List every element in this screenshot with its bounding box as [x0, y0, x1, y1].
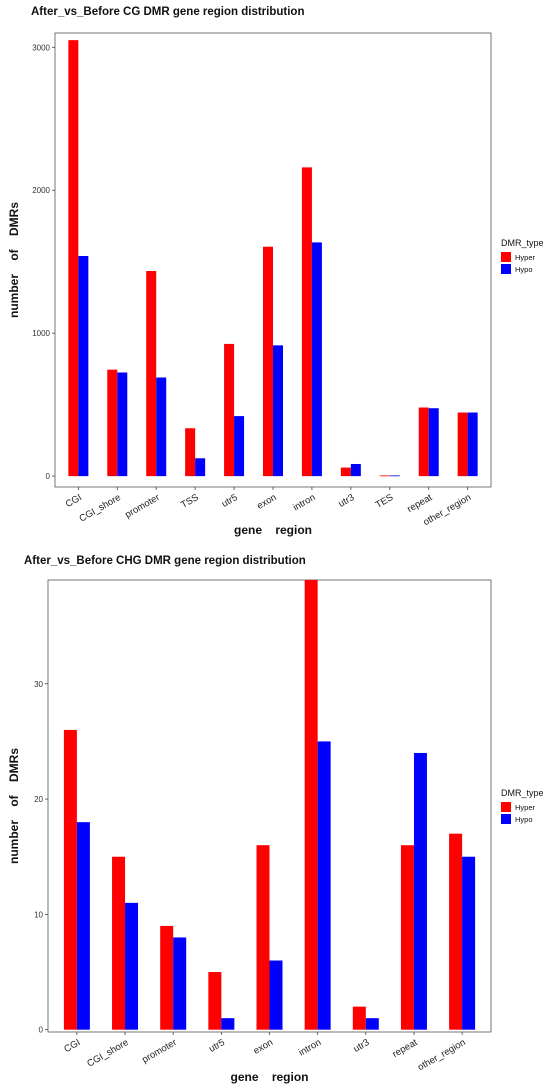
legend-swatch-hypo — [501, 814, 511, 824]
x-tick-label: CGI — [64, 492, 84, 510]
bar-hyper-cgi — [63, 729, 77, 1030]
bar-hyper-utr5 — [224, 343, 235, 477]
x-tick-label: utr3 — [352, 1037, 372, 1055]
x-tick-label: promoter — [123, 492, 161, 521]
bar-hypo-intron — [311, 242, 322, 477]
legend-label-hyper: Hyper — [515, 803, 536, 812]
y-tick-label: 20 — [34, 795, 43, 804]
legend-label-hypo: Hypo — [515, 815, 533, 824]
bar-hypo-intron — [317, 741, 331, 1030]
bar-hyper-exon — [263, 246, 273, 477]
bar-hypo-tss — [195, 458, 206, 477]
x-tick-label: repeat — [405, 492, 434, 515]
x-tick-label: CGI — [62, 1037, 82, 1055]
chg-dmr-bar-chart: After_vs_Before CHG DMR gene region dist… — [7, 555, 544, 1084]
bar-hypo-exon — [269, 960, 283, 1030]
x-tick-label: utr3 — [337, 492, 357, 510]
legend-swatch-hypo — [501, 264, 511, 274]
x-tick-label: promoter — [140, 1037, 178, 1066]
bar-hyper-other_region — [449, 833, 463, 1030]
x-tick-label: CGI_shore — [85, 1037, 130, 1069]
bar-hypo-utr3 — [365, 1018, 379, 1030]
x-tick-label: exon — [255, 492, 278, 512]
chg-chart-panel: After_vs_Before CHG DMR gene region dist… — [0, 546, 550, 1092]
x-tick-label: utr5 — [220, 492, 240, 510]
bar-hyper-repeat — [418, 407, 429, 477]
bar-hypo-cgi_shore — [125, 902, 139, 1030]
bar-hyper-tss — [185, 428, 196, 477]
bar-hyper-utr3 — [352, 1006, 366, 1030]
x-tick-label: TES — [374, 492, 396, 511]
y-axis-label: number of DMRs — [7, 748, 21, 864]
bar-hypo-utr3 — [350, 463, 361, 477]
bar-hypo-exon — [273, 345, 283, 477]
x-tick-label: TSS — [179, 492, 201, 511]
x-axis-label: gene region — [234, 523, 312, 537]
bar-hypo-cgi — [78, 255, 89, 477]
bar-hypo-promoter — [173, 937, 187, 1030]
x-tick-label: CGI_shore — [78, 492, 123, 524]
bar-hyper-promoter — [160, 925, 174, 1030]
bar-hypo-utr5 — [221, 1018, 235, 1030]
chart-title: After_vs_Before CG DMR gene region distr… — [31, 6, 304, 18]
cg-chart-panel: After_vs_Before CG DMR gene region distr… — [0, 0, 550, 545]
bar-hyper-promoter — [146, 271, 157, 477]
legend-label-hypo: Hypo — [515, 265, 533, 274]
bar-hypo-tes — [389, 475, 400, 477]
bar-hypo-other_region — [462, 856, 476, 1030]
y-tick-label: 0 — [39, 1026, 44, 1035]
x-tick-label: intron — [291, 492, 317, 513]
cg-dmr-bar-chart: After_vs_Before CG DMR gene region distr… — [7, 6, 544, 537]
legend-swatch-hyper — [501, 252, 511, 262]
y-tick-label: 2000 — [32, 186, 50, 195]
y-tick-label: 1000 — [32, 329, 50, 338]
bar-hypo-repeat — [428, 408, 439, 477]
bar-hypo-promoter — [156, 377, 167, 477]
bar-hyper-other_region — [457, 412, 468, 477]
bar-hyper-intron — [304, 580, 318, 1030]
legend-title: DMR_type — [501, 238, 544, 248]
bar-hyper-cgi_shore — [112, 856, 126, 1030]
chart-title: After_vs_Before CHG DMR gene region dist… — [24, 555, 306, 567]
bar-hyper-cgi — [68, 40, 79, 477]
y-axis-label: number of DMRs — [7, 202, 21, 318]
bar-hyper-intron — [301, 167, 312, 477]
x-tick-label: exon — [252, 1037, 275, 1057]
y-tick-label: 10 — [34, 910, 43, 919]
bar-hyper-repeat — [400, 845, 414, 1030]
bar-hypo-utr5 — [234, 416, 245, 477]
x-tick-label: intron — [297, 1037, 323, 1058]
bar-hyper-exon — [256, 845, 270, 1030]
bar-hyper-cgi_shore — [107, 369, 118, 477]
y-tick-label: 0 — [46, 472, 51, 481]
bar-hyper-utr5 — [208, 972, 222, 1030]
x-tick-label: repeat — [391, 1037, 420, 1060]
bar-hyper-utr3 — [340, 467, 351, 477]
y-tick-label: 30 — [34, 680, 43, 689]
legend-title: DMR_type — [501, 788, 544, 798]
y-tick-label: 3000 — [32, 43, 50, 52]
bar-hypo-repeat — [413, 752, 427, 1030]
x-tick-label: other_region — [416, 1037, 468, 1073]
x-tick-label: utr5 — [207, 1037, 227, 1055]
legend-swatch-hyper — [501, 802, 511, 812]
bar-hypo-cgi — [76, 822, 90, 1030]
bar-hypo-other_region — [467, 412, 478, 477]
x-axis-label: gene region — [230, 1070, 308, 1084]
legend-label-hyper: Hyper — [515, 253, 536, 262]
bar-hyper-tes — [379, 475, 390, 477]
bar-hypo-cgi_shore — [117, 372, 128, 477]
